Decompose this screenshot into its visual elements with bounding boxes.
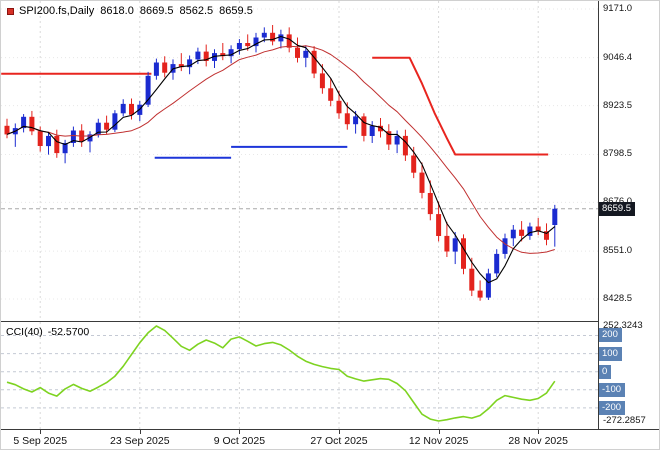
candles-group <box>4 25 558 301</box>
cci-level-badge: -200 <box>599 400 626 415</box>
cci-level-badge: -100 <box>599 382 626 397</box>
time-axis-label: 27 Oct 2025 <box>310 435 368 447</box>
time-axis-tick <box>239 430 241 434</box>
time-axis-label: 5 Sep 2025 <box>13 435 68 447</box>
ma-slow-line[interactable] <box>6 45 555 254</box>
time-axis-tick <box>438 430 440 434</box>
chart-title: SPI200.fs,Daily 8618.0 8669.5 8562.5 865… <box>7 5 253 17</box>
cci-indicator-label: CCI(40) -52.5700 <box>6 326 89 338</box>
time-axis[interactable]: 5 Sep 2025 23 Sep 2025 9 Oct 2025 27 Oct 20… <box>1 429 659 449</box>
cci-max-label: 252.3243 <box>603 320 643 331</box>
price-axis-label: 9171.0 <box>603 3 633 14</box>
price-axis[interactable]: 9171.09046.48923.58798.58676.08551.08428… <box>598 1 659 429</box>
high-value: 8669.5 <box>139 5 174 17</box>
price-axis-label: 8551.0 <box>603 245 633 257</box>
time-axis-label: 28 Nov 2025 <box>508 435 568 447</box>
time-axis-tick <box>40 430 42 434</box>
ma-fast-line[interactable] <box>6 35 556 284</box>
current-price-badge: 8659.5 <box>599 201 636 216</box>
cci-level-badge: 100 <box>599 346 622 361</box>
panel-separator <box>1 321 659 322</box>
symbol-icon <box>7 7 14 15</box>
cci-level-badge: 200 <box>599 328 622 343</box>
price-axis-label: 8923.5 <box>603 99 633 111</box>
price-axis-label: 9046.4 <box>603 51 633 63</box>
price-chart-canvas[interactable] <box>1 1 598 321</box>
time-axis-label: 12 Nov 2025 <box>408 435 469 447</box>
close-value: 8659.5 <box>219 5 253 17</box>
cci-min-label: -272.2857 <box>603 415 646 426</box>
cci-line[interactable] <box>6 325 556 422</box>
time-gridlines <box>39 1 539 321</box>
resistance-line[interactable] <box>372 56 549 156</box>
low-value: 8562.5 <box>179 5 214 17</box>
price-axis-label: 8798.5 <box>603 148 633 160</box>
symbol-period-label: SPI200.fs,Daily <box>19 5 95 17</box>
cci-current-value: -52.5700 <box>47 326 90 338</box>
cci-chart-canvas[interactable] <box>1 322 598 429</box>
time-axis-tick <box>339 430 340 434</box>
price-axis-label: 8428.5 <box>603 293 633 304</box>
time-axis-tick <box>139 430 141 434</box>
open-value: 8618.0 <box>100 5 134 17</box>
cci-name: CCI(40) <box>6 326 43 338</box>
cci-level-badge: 0 <box>599 364 612 379</box>
time-axis-label: 9 Oct 2025 <box>213 435 266 447</box>
time-axis-label: 23 Sep 2025 <box>110 435 170 447</box>
time-axis-tick <box>538 430 540 434</box>
